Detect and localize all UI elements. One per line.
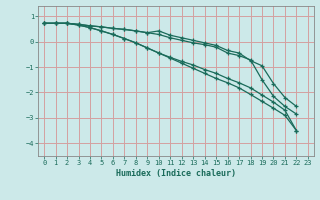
X-axis label: Humidex (Indice chaleur): Humidex (Indice chaleur) [116,169,236,178]
